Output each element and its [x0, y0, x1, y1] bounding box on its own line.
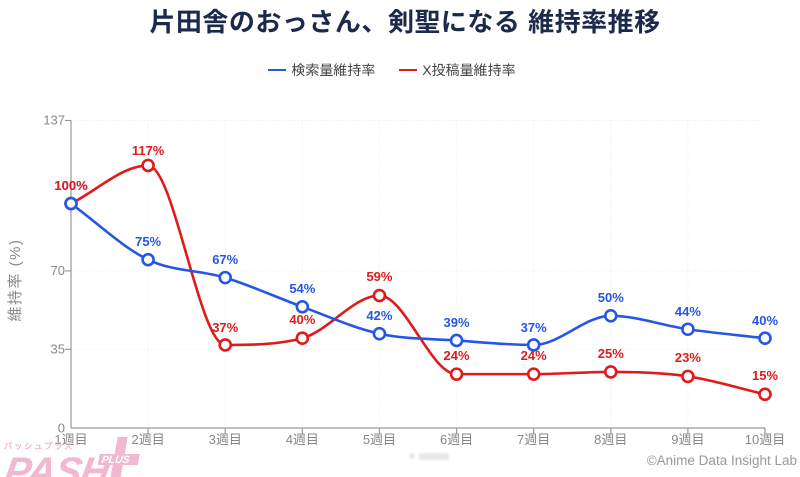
svg-text:37%: 37%	[212, 320, 238, 335]
svg-text:8週目: 8週目	[594, 432, 627, 447]
svg-text:2週目: 2週目	[131, 432, 164, 447]
svg-text:137: 137	[43, 113, 65, 128]
svg-text:50%: 50%	[598, 290, 624, 305]
svg-text:100%: 100%	[54, 178, 88, 193]
svg-text:©Anime Data Insight Lab: ©Anime Data Insight Lab	[647, 453, 797, 468]
svg-text:70: 70	[51, 263, 65, 278]
svg-text:維持率 (%): 維持率 (%)	[7, 239, 24, 322]
svg-text:6週目: 6週目	[440, 432, 473, 447]
svg-text:15%: 15%	[752, 368, 778, 383]
svg-text:44%: 44%	[675, 304, 701, 319]
svg-text:23%: 23%	[675, 350, 701, 365]
svg-text:3週目: 3週目	[209, 432, 242, 447]
svg-text:54%: 54%	[289, 281, 315, 296]
svg-text:75%: 75%	[135, 234, 161, 249]
svg-text:117%: 117%	[132, 143, 165, 158]
svg-text:42%: 42%	[366, 308, 392, 323]
svg-text:67%: 67%	[212, 252, 238, 267]
svg-text:4週目: 4週目	[286, 432, 319, 447]
svg-text:5週目: 5週目	[363, 432, 396, 447]
svg-text:24%: 24%	[521, 348, 547, 363]
svg-text:59%: 59%	[366, 269, 392, 284]
svg-text:PLUS: PLUS	[101, 454, 131, 466]
svg-text:9週目: 9週目	[671, 432, 704, 447]
svg-text:39%: 39%	[444, 315, 470, 330]
svg-text:40%: 40%	[752, 313, 778, 328]
svg-text:7週目: 7週目	[517, 432, 550, 447]
svg-text:35: 35	[51, 342, 65, 357]
svg-text:25%: 25%	[598, 346, 624, 361]
svg-text:24%: 24%	[444, 348, 470, 363]
svg-text:37%: 37%	[521, 320, 547, 335]
svg-text:40%: 40%	[289, 312, 315, 327]
svg-text:10週目: 10週目	[745, 432, 785, 447]
